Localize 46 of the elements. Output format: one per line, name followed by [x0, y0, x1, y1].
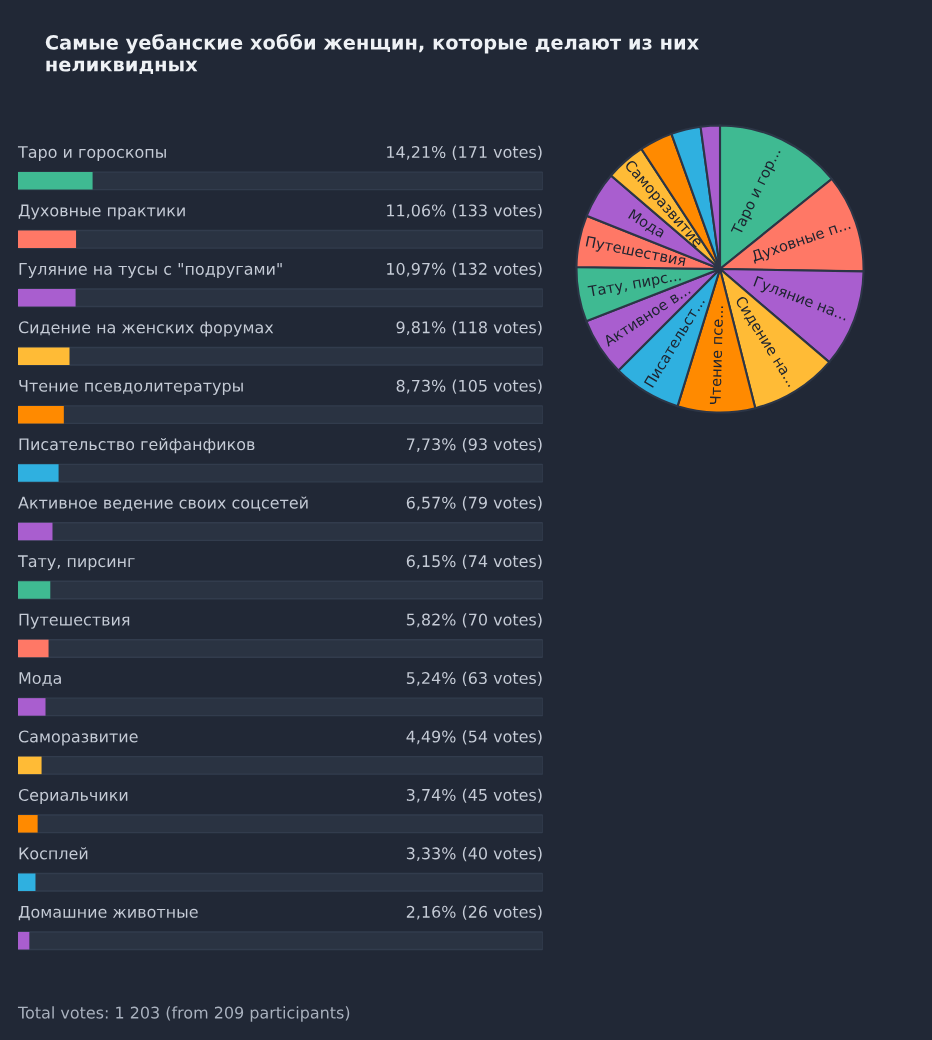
text: Total votes: 1 203 (from 209 participants)	[17, 1006, 350, 1022]
y-tick-label: Домашние животные	[18, 906, 198, 921]
y-tick-label: Мода	[19, 672, 61, 687]
data-label: 9,81% (118 votes)	[396, 321, 542, 336]
data-label: 10,97% (132 votes)	[387, 262, 542, 277]
y-tick-label: Писательство гейфанфиков	[19, 437, 255, 454]
data-label: 2,16% (26 votes)	[406, 905, 542, 920]
bar	[18, 581, 51, 599]
data-label: 5,24% (63 votes)	[406, 671, 542, 686]
data-label: 7,73% (93 votes)	[406, 437, 542, 453]
chart-title: Самые уебанские хобби женщин, которые делают из них неликвидных	[45, 34, 699, 75]
y-tick-label: Духовные практики	[18, 204, 185, 220]
bar	[18, 698, 46, 716]
bar	[18, 288, 76, 307]
data-label: 3,33% (40 votes)	[406, 847, 542, 862]
bar	[18, 230, 77, 249]
bar	[18, 522, 53, 541]
data-label: 14,21% (171 votes)	[387, 145, 542, 160]
data-label: 8,73% (105 votes)	[396, 379, 542, 394]
bar	[18, 172, 93, 190]
y-tick-label: Таро и гороскопы	[17, 146, 166, 162]
y-tick-label: Гуляние на тусы с "подругами"	[19, 263, 282, 279]
y-tick-label: Чтение псевдолитературы	[19, 379, 243, 395]
bar	[18, 464, 59, 482]
data-label: 5,82% (70 votes)	[406, 613, 542, 628]
y-tick-label: Активное ведение своих соцсетей	[18, 496, 308, 511]
data-label: 4,49% (54 votes)	[406, 730, 542, 745]
bar	[18, 756, 42, 775]
y-tick-label: Сидение на женских форумах	[18, 321, 274, 337]
data-label: 6,57% (79 votes)	[406, 496, 542, 511]
data-label: 3,74% (45 votes)	[406, 788, 542, 803]
bar	[18, 815, 38, 833]
y-tick-label: Сериальчики	[18, 788, 128, 805]
y-tick-label: Тату, пирсинг	[17, 555, 135, 571]
bar	[18, 347, 70, 365]
bar	[18, 405, 64, 424]
y-tick-label: Саморазвитие	[18, 730, 138, 746]
bar	[18, 639, 49, 658]
slice-label: Чтение псе...	[709, 306, 724, 405]
data-label: 11,06% (133 votes)	[387, 204, 542, 219]
data-label: 6,15% (74 votes)	[406, 554, 542, 570]
bar	[18, 873, 36, 892]
y-tick-label: Путешествия	[19, 613, 130, 629]
bar	[18, 931, 30, 950]
slice-label: Таро и гор...	[730, 147, 784, 238]
y-tick-label: Косплей	[19, 847, 88, 860]
